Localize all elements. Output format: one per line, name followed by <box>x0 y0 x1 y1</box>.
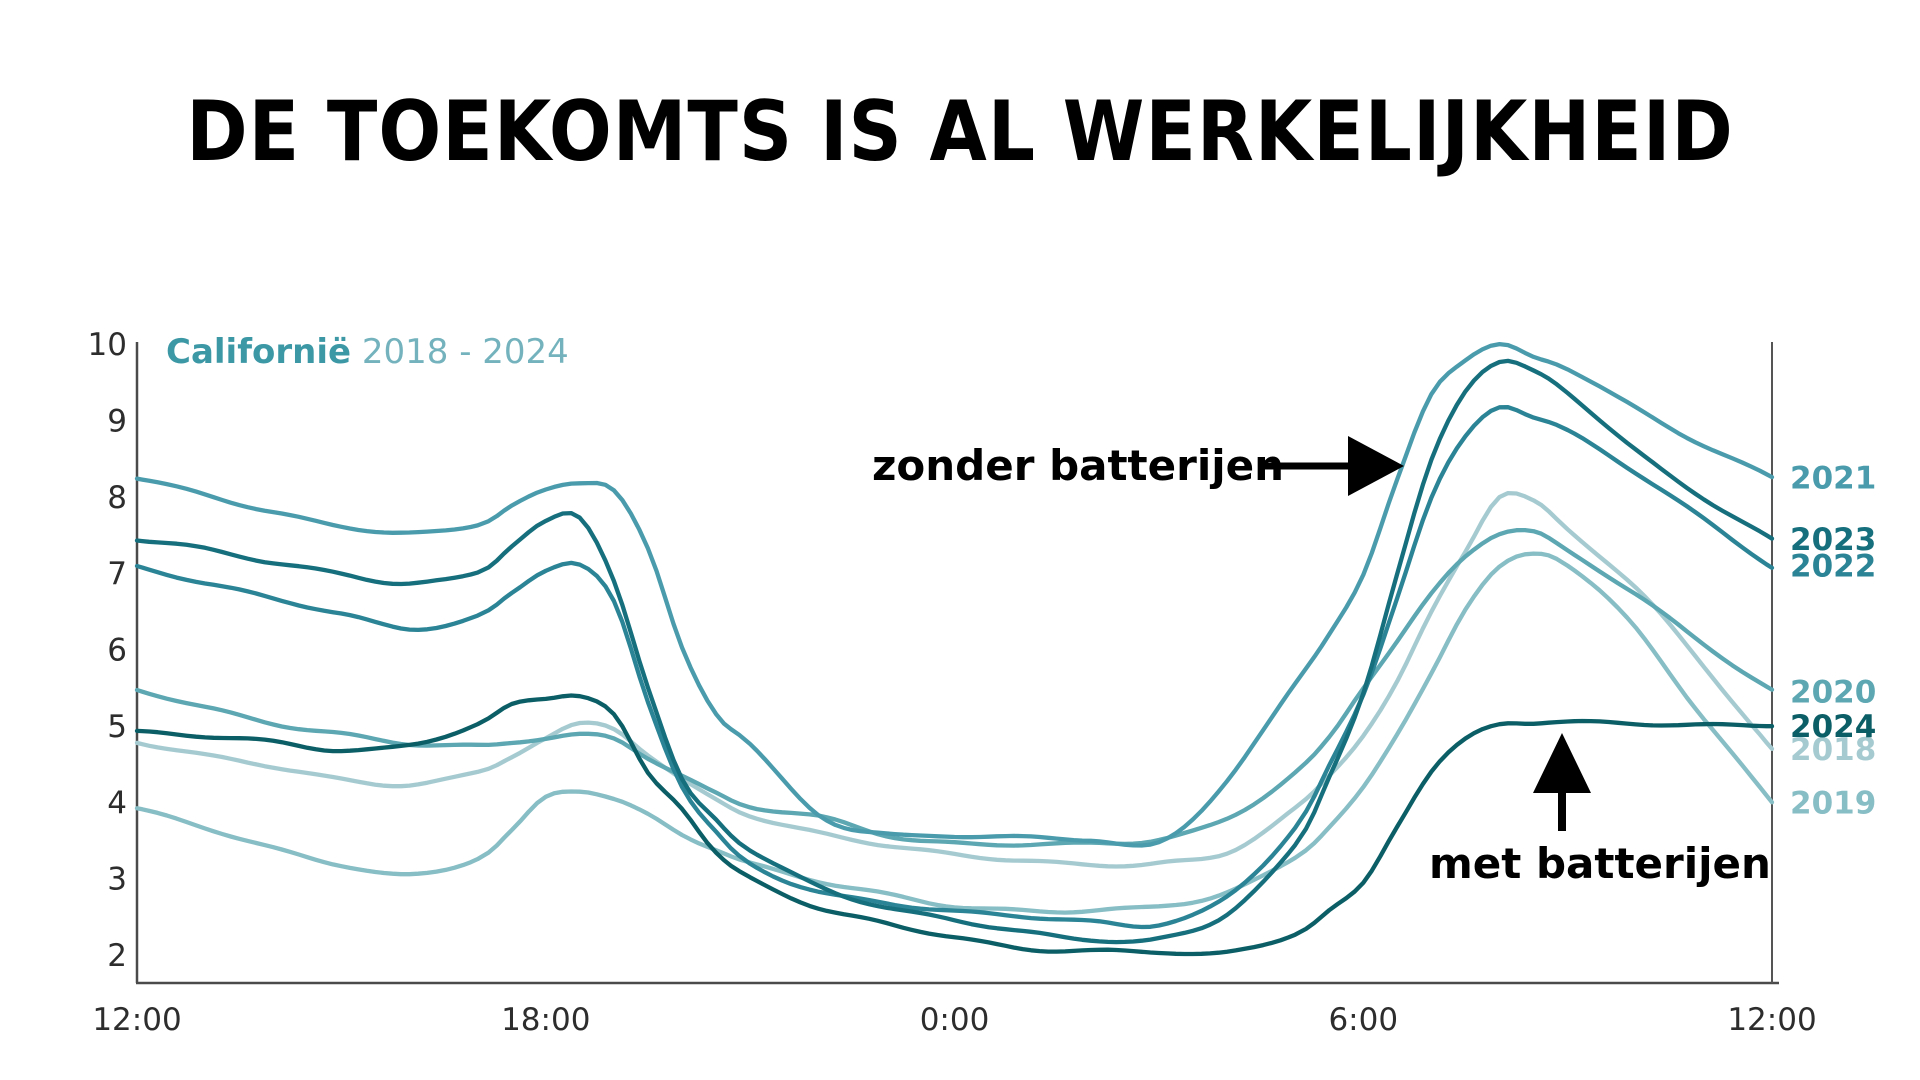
x-tick-label: 12:00 <box>92 1002 181 1038</box>
series-line-2023 <box>134 358 1775 945</box>
chart-legend: Californië 2018 - 2024 <box>166 332 569 372</box>
series-line-2019 <box>134 551 1775 915</box>
annotation-met-batterijen: met batterijen <box>1429 839 1771 888</box>
series-line-2024 <box>134 693 1775 957</box>
year-label-2019: 2019 <box>1790 785 1876 821</box>
x-tick-label: 12:00 <box>1727 1002 1816 1038</box>
y-tick-label: 7 <box>107 556 127 592</box>
y-tick-label: 5 <box>107 709 127 745</box>
page-title: DE TOEKOMTS IS AL WERKELIJKHEID <box>186 84 1734 181</box>
series-line-2022 <box>134 405 1775 930</box>
y-tick-label: 2 <box>107 938 127 974</box>
y-tick-label: 4 <box>107 785 127 821</box>
year-label-2024: 2024 <box>1790 709 1876 745</box>
legend-period: 2018 - 2024 <box>351 332 569 372</box>
year-label-2020: 2020 <box>1790 675 1876 711</box>
x-tick-label: 0:00 <box>920 1002 990 1038</box>
y-tick-label: 9 <box>107 403 127 439</box>
year-label-2022: 2022 <box>1790 548 1876 584</box>
legend-region: Californië <box>166 332 351 372</box>
year-label-2018: 2018 <box>1790 732 1876 768</box>
y-tick-label: 3 <box>107 862 127 898</box>
annotation-zonder-batterijen: zonder batterijen <box>872 441 1284 490</box>
year-label-2023: 2023 <box>1790 522 1876 558</box>
y-tick-label: 8 <box>107 480 127 516</box>
series-line-2018 <box>134 490 1775 869</box>
year-label-2021: 2021 <box>1790 461 1876 497</box>
x-tick-label: 6:00 <box>1328 1002 1398 1038</box>
series-line-2021 <box>134 341 1775 848</box>
arrow-up-icon <box>1533 733 1591 793</box>
x-tick-label: 18:00 <box>501 1002 590 1038</box>
arrow-right-icon <box>1348 436 1404 496</box>
series-line-2020 <box>134 527 1775 848</box>
y-tick-label: 10 <box>88 327 127 363</box>
y-tick-label: 6 <box>107 633 127 669</box>
